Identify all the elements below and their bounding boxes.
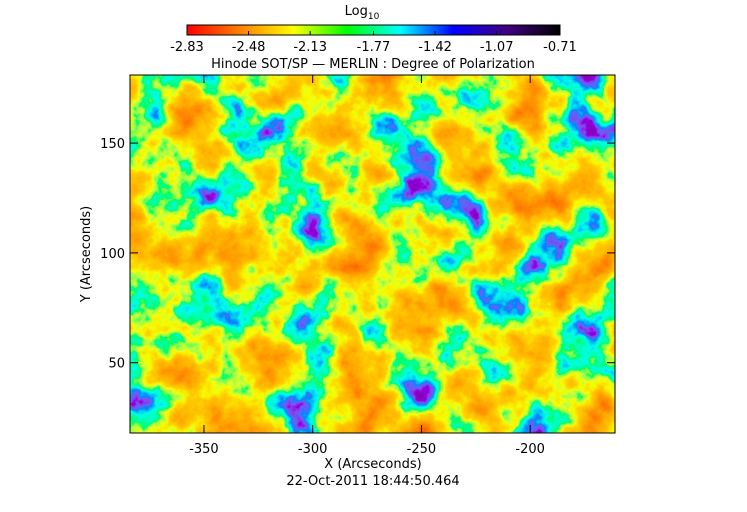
colorbar-tick-label: -1.77	[357, 40, 391, 55]
x-tick-label: -300	[298, 442, 328, 457]
footer: 22-Oct-2011 18:44:50.464	[286, 474, 459, 489]
x-tick-label: -350	[189, 442, 219, 457]
x-tick-label: -250	[407, 442, 437, 457]
colorbar-tick-label: -2.83	[170, 40, 204, 55]
solar-image	[130, 75, 615, 433]
plot-frame	[129, 74, 616, 434]
y-tick-label: 150	[100, 137, 125, 152]
colorbar-tick-label: -0.71	[543, 40, 577, 55]
colorbar-tick-label: -2.13	[293, 40, 327, 55]
colorbar-tick-label: -1.42	[418, 40, 452, 55]
y-axis-label: Y (Arcseconds)	[79, 206, 94, 303]
y-tick-label: 50	[108, 357, 125, 372]
colorbar-tick-label: -2.48	[232, 40, 266, 55]
y-tick-label: 100	[100, 247, 125, 262]
colorbar-label: Log10	[345, 4, 380, 22]
x-tick-label: -200	[515, 442, 545, 457]
colorbar-tick-label: -1.07	[480, 40, 514, 55]
x-axis-label: X (Arcseconds)	[324, 457, 421, 472]
chart-title: Hinode SOT/SP — MERLIN : Degree of Polar…	[211, 57, 535, 72]
